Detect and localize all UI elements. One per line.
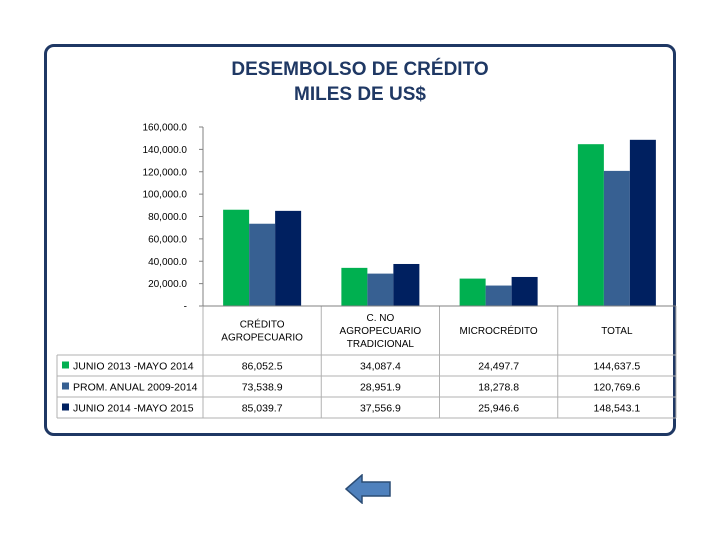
legend-swatch	[62, 403, 69, 411]
y-tick-label: 100,000.0	[143, 190, 188, 201]
y-tick-label: 140,000.0	[143, 145, 188, 156]
data-label: 18,278.8	[478, 382, 519, 394]
legend-label: JUNIO 2013 -MAYO 2014	[73, 361, 194, 373]
data-label: 73,538.9	[242, 382, 283, 394]
y-tick-label: 40,000.0	[148, 257, 187, 268]
category-label: C. NO	[366, 313, 394, 324]
data-label: 86,052.5	[242, 361, 283, 373]
y-tick-label: 120,000.0	[143, 167, 188, 178]
y-tick-label: 80,000.0	[148, 212, 187, 223]
data-label: 25,946.6	[478, 403, 519, 415]
category-label: CRÉDITO	[240, 318, 285, 331]
bar	[367, 273, 394, 306]
bar	[629, 139, 656, 306]
data-label: 85,039.7	[242, 403, 283, 415]
legend-label: PROM. ANUAL 2009-2014	[73, 382, 198, 394]
y-tick-label: 160,000.0	[143, 123, 188, 134]
data-label: 120,769.6	[594, 382, 641, 394]
bar	[577, 144, 604, 306]
chart-title-line2: MILES DE US$	[294, 84, 426, 105]
data-label: 28,951.9	[360, 382, 401, 394]
data-label: 34,087.4	[360, 361, 401, 373]
y-tick-label: 60,000.0	[148, 234, 187, 245]
category-label: TOTAL	[601, 326, 633, 337]
bar	[275, 210, 302, 306]
category-label: AGROPECUARIO	[221, 333, 303, 344]
legend-swatch	[62, 361, 69, 369]
chart-title-line1: DESEMBOLSO DE CRÉDITO	[231, 59, 489, 80]
bar	[485, 285, 512, 306]
legend-label: JUNIO 2014 -MAYO 2015	[73, 403, 194, 415]
back-arrow-icon[interactable]	[345, 474, 391, 504]
data-label: 144,637.5	[594, 361, 641, 373]
category-label: TRADICIONAL	[347, 339, 415, 350]
legend-swatch	[62, 382, 69, 390]
bar	[393, 263, 420, 306]
bar	[341, 267, 368, 306]
y-tick-label: -	[184, 302, 187, 313]
data-label: 24,497.7	[478, 361, 519, 373]
category-label: MICROCRÉDITO	[460, 324, 538, 337]
bar	[603, 170, 630, 306]
bar	[249, 223, 276, 306]
y-tick-label: 20,000.0	[148, 279, 187, 290]
data-label: 37,556.9	[360, 403, 401, 415]
bar	[459, 278, 486, 306]
bar	[511, 276, 538, 306]
data-label: 148,543.1	[594, 403, 641, 415]
bar	[223, 209, 250, 306]
category-label: AGROPECUARIO	[340, 326, 422, 337]
chart-frame: DESEMBOLSO DE CRÉDITO MILES DE US$	[44, 44, 676, 436]
chart-title: DESEMBOLSO DE CRÉDITO MILES DE US$	[47, 57, 673, 107]
